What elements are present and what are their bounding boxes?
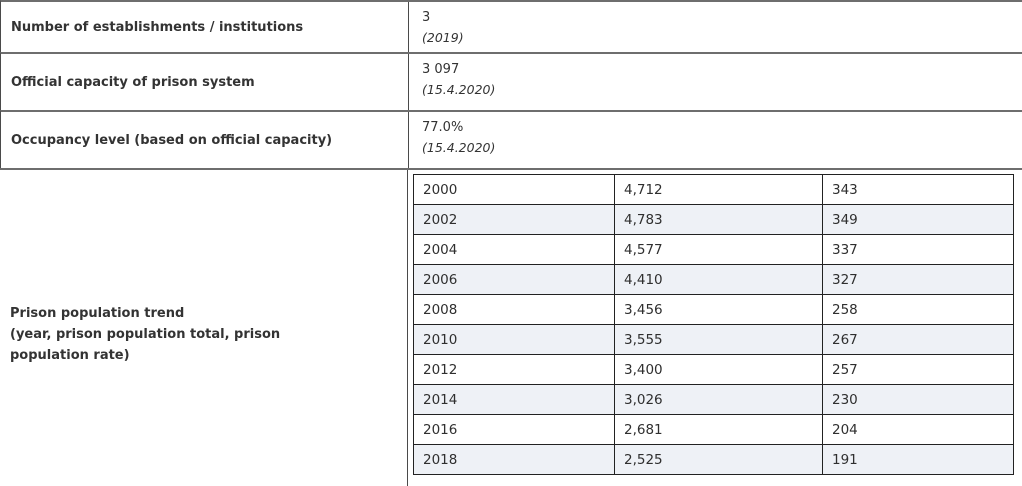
trend-rate-cell: 343 [822,174,1014,205]
trend-total-cell: 4,577 [614,234,823,265]
trend-rate-cell: 204 [822,414,1014,445]
trend-row: 2018 2,525 191 [413,444,1014,475]
trend-row: 2016 2,681 204 [413,414,1014,445]
trend-row: 2010 3,555 267 [413,324,1014,355]
occupancy-value: 77.0% [422,120,464,135]
trend-label-line2: (year, prison population total, prison p… [10,326,281,363]
trend-rate-cell: 267 [822,324,1014,355]
establishments-value-cell: 3 (2019) [409,2,1022,52]
capacity-value-cell: 3 097 (15.4.2020) [409,54,1022,110]
trend-year-cell: 2012 [413,354,615,385]
table-row: Official capacity of prison system 3 097… [0,52,1022,110]
table-row: Prison population trend (year, prison po… [0,168,1022,486]
table-row: Number of establishments / institutions … [0,0,1022,52]
trend-row: 2008 3,456 258 [413,294,1014,325]
capacity-value: 3 097 [422,62,460,77]
trend-year-cell: 2018 [413,444,615,475]
trend-label-cell: Prison population trend (year, prison po… [0,170,408,486]
trend-year-cell: 2014 [413,384,615,415]
trend-rate-cell: 337 [822,234,1014,265]
trend-row: 2002 4,783 349 [413,204,1014,235]
trend-row: 2004 4,577 337 [413,234,1014,265]
trend-total-cell: 4,712 [614,174,823,205]
trend-rate-cell: 257 [822,354,1014,385]
trend-year-cell: 2004 [413,234,615,265]
trend-rate-cell: 258 [822,294,1014,325]
trend-total-cell: 3,026 [614,384,823,415]
trend-row: 2012 3,400 257 [413,354,1014,385]
trend-rate-cell: 230 [822,384,1014,415]
table-row: Occupancy level (based on official capac… [0,110,1022,168]
establishments-label: Number of establishments / institutions [11,19,304,35]
prison-population-trend-table: 2000 4,712 343 2002 4,783 349 2004 4,577 337 2006… [413,174,1014,475]
trend-year-cell: 2010 [413,324,615,355]
trend-total-cell: 2,525 [614,444,823,475]
occupancy-label: Occupancy level (based on official capac… [11,132,333,148]
trend-total-cell: 4,410 [614,264,823,295]
establishments-value: 3 [422,10,431,25]
trend-row: 2000 4,712 343 [413,174,1014,205]
trend-rate-cell: 349 [822,204,1014,235]
capacity-label: Official capacity of prison system [11,74,255,90]
trend-row: 2014 3,026 230 [413,384,1014,415]
trend-total-cell: 3,400 [614,354,823,385]
trend-year-cell: 2006 [413,264,615,295]
trend-year-cell: 2000 [413,174,615,205]
trend-year-cell: 2016 [413,414,615,445]
occupancy-value-cell: 77.0% (15.4.2020) [409,112,1022,168]
trend-row: 2006 4,410 327 [413,264,1014,295]
trend-table-body: 2000 4,712 343 2002 4,783 349 2004 4,577 337 2006… [413,174,1014,475]
occupancy-label-cell: Occupancy level (based on official capac… [1,112,409,168]
trend-total-cell: 4,783 [614,204,823,235]
trend-total-cell: 3,456 [614,294,823,325]
trend-rate-cell: 191 [822,444,1014,475]
occupancy-date-note: (15.4.2020) [422,140,496,155]
trend-year-cell: 2002 [413,204,615,235]
trend-total-cell: 3,555 [614,324,823,355]
trend-table-cell: 2000 4,712 343 2002 4,783 349 2004 4,577 337 2006… [408,170,1022,486]
capacity-date-note: (15.4.2020) [422,82,496,97]
capacity-label-cell: Official capacity of prison system [1,54,409,110]
trend-label-line1: Prison population trend [10,305,185,321]
trend-rate-cell: 327 [822,264,1014,295]
trend-total-cell: 2,681 [614,414,823,445]
establishments-label-cell: Number of establishments / institutions [1,2,409,52]
establishments-date-note: (2019) [422,30,464,45]
trend-year-cell: 2008 [413,294,615,325]
